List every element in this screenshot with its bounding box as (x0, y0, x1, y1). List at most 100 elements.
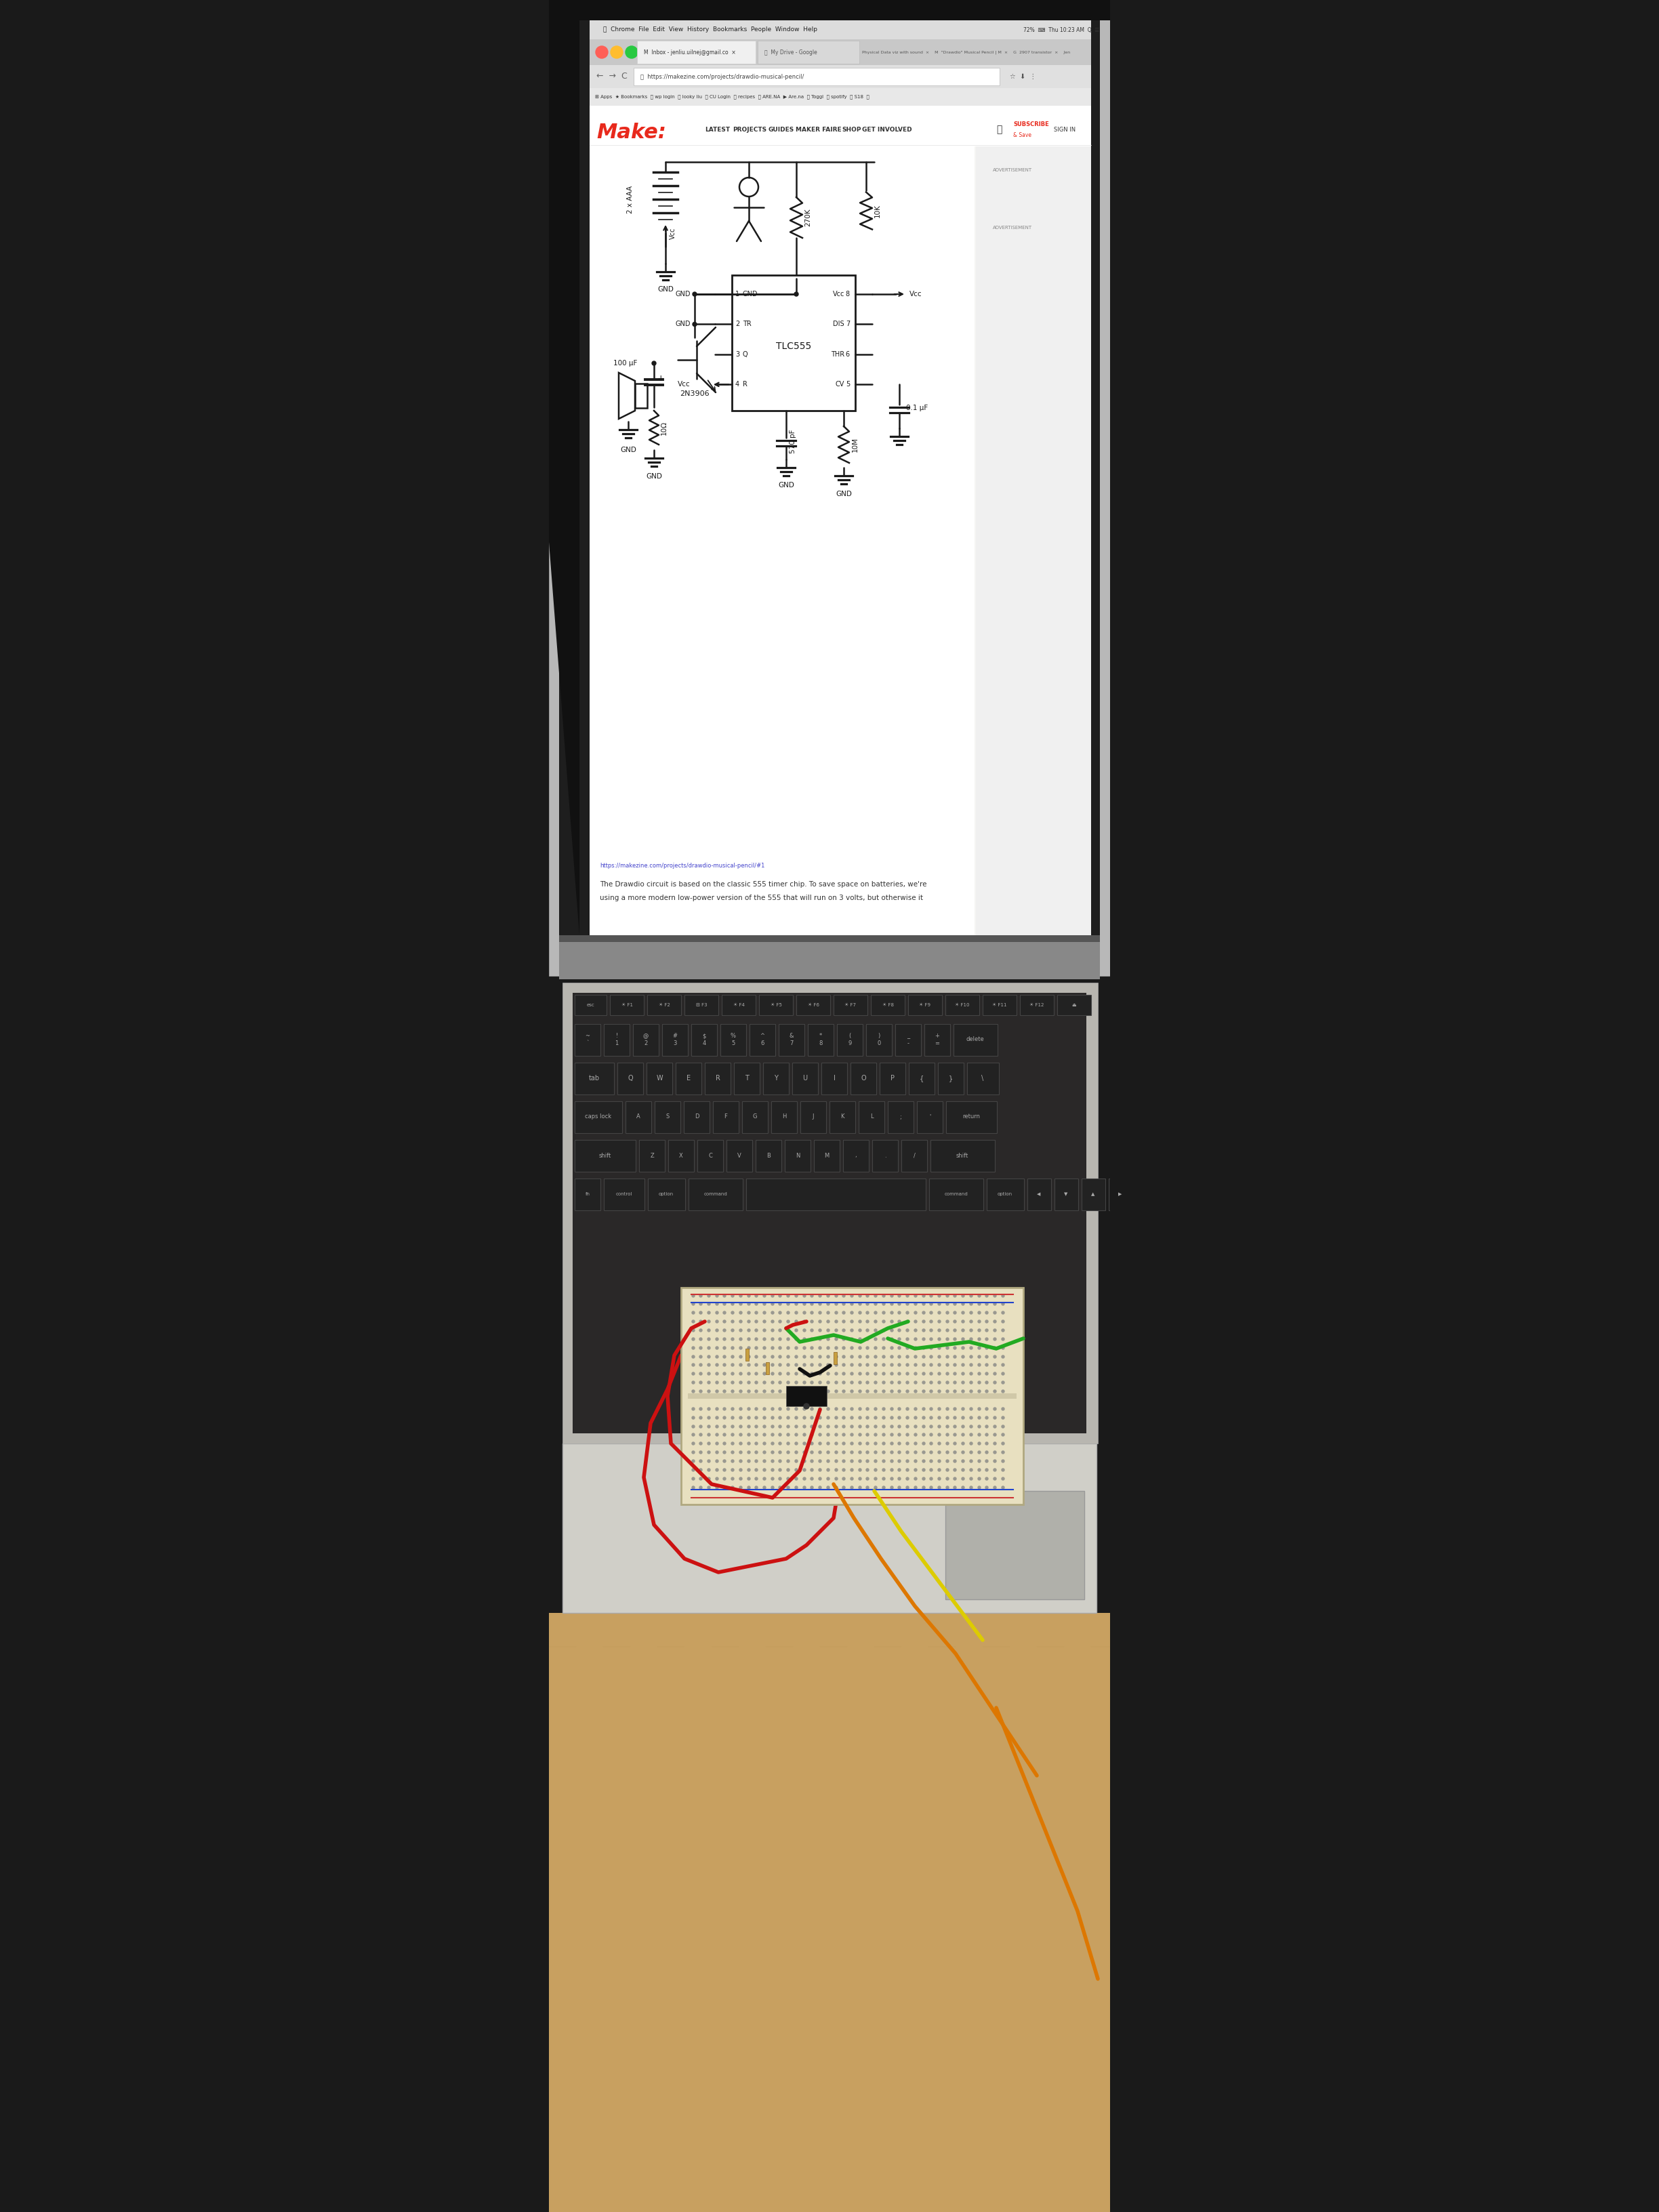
Circle shape (971, 1329, 972, 1332)
Circle shape (922, 1338, 926, 1340)
Circle shape (866, 1460, 869, 1462)
Circle shape (906, 1433, 909, 1436)
Circle shape (811, 1363, 813, 1367)
Text: 10Ω: 10Ω (660, 420, 667, 436)
Circle shape (715, 1451, 718, 1453)
Bar (549, 1613, 1110, 2212)
Circle shape (843, 1407, 844, 1411)
Circle shape (891, 1478, 893, 1480)
Circle shape (818, 1389, 821, 1394)
Circle shape (937, 1294, 941, 1296)
Circle shape (834, 1451, 838, 1453)
Bar (682, 1287, 1024, 1504)
Circle shape (834, 1363, 838, 1367)
Circle shape (748, 1347, 750, 1349)
Circle shape (914, 1442, 917, 1444)
Bar (821, 1062, 848, 1095)
Circle shape (874, 1303, 878, 1305)
Circle shape (811, 1380, 813, 1385)
Circle shape (859, 1371, 861, 1376)
Circle shape (834, 1407, 838, 1411)
Circle shape (715, 1469, 718, 1471)
Circle shape (771, 1363, 775, 1367)
Bar (909, 1062, 934, 1095)
Circle shape (922, 1460, 926, 1462)
Circle shape (866, 1363, 869, 1367)
Bar (611, 995, 644, 1015)
Circle shape (755, 1371, 758, 1376)
Circle shape (985, 1478, 989, 1480)
Circle shape (692, 1433, 695, 1436)
Circle shape (891, 1460, 893, 1462)
Circle shape (826, 1469, 830, 1471)
Text: command: command (703, 1192, 727, 1197)
Text: GND: GND (836, 491, 851, 498)
Circle shape (946, 1371, 949, 1376)
Circle shape (755, 1486, 758, 1489)
Bar (771, 1102, 796, 1133)
Bar (574, 995, 607, 1015)
Circle shape (692, 1312, 695, 1314)
Circle shape (763, 1425, 766, 1429)
Circle shape (811, 1425, 813, 1429)
Circle shape (826, 1363, 830, 1367)
Circle shape (962, 1338, 964, 1340)
Circle shape (715, 1460, 718, 1462)
Text: U: U (803, 1075, 808, 1082)
Circle shape (977, 1371, 980, 1376)
Circle shape (732, 1469, 733, 1471)
Circle shape (962, 1416, 964, 1420)
Circle shape (971, 1380, 972, 1385)
Circle shape (826, 1389, 830, 1394)
Circle shape (914, 1338, 917, 1340)
Circle shape (971, 1460, 972, 1462)
Circle shape (732, 1294, 733, 1296)
Circle shape (786, 1478, 790, 1480)
Circle shape (859, 1329, 861, 1332)
Circle shape (994, 1329, 995, 1332)
Circle shape (929, 1312, 932, 1314)
Circle shape (795, 1389, 798, 1394)
Circle shape (723, 1338, 727, 1340)
Circle shape (803, 1347, 806, 1349)
Circle shape (891, 1363, 893, 1367)
Circle shape (994, 1433, 995, 1436)
Bar (727, 1139, 752, 1172)
Circle shape (715, 1371, 718, 1376)
Circle shape (891, 1347, 893, 1349)
Circle shape (929, 1469, 932, 1471)
Circle shape (922, 1312, 926, 1314)
Circle shape (818, 1442, 821, 1444)
Circle shape (748, 1380, 750, 1385)
Text: ☀ F5: ☀ F5 (770, 1002, 781, 1006)
Circle shape (883, 1356, 884, 1358)
Text: Vcc: Vcc (909, 290, 922, 296)
Circle shape (818, 1478, 821, 1480)
Bar (901, 1139, 927, 1172)
Circle shape (707, 1442, 710, 1444)
Circle shape (994, 1303, 995, 1305)
Circle shape (715, 1433, 718, 1436)
Circle shape (937, 1338, 941, 1340)
Circle shape (732, 1407, 733, 1411)
Bar (1082, 1179, 1105, 1210)
Circle shape (723, 1312, 727, 1314)
Text: SHOP: SHOP (843, 126, 861, 133)
Circle shape (922, 1303, 926, 1305)
Bar (896, 1024, 921, 1055)
Circle shape (611, 46, 622, 58)
Circle shape (732, 1451, 733, 1453)
Circle shape (922, 1451, 926, 1453)
Circle shape (929, 1380, 932, 1385)
Circle shape (874, 1371, 878, 1376)
Circle shape (906, 1338, 909, 1340)
Circle shape (883, 1294, 884, 1296)
Circle shape (851, 1312, 853, 1314)
Text: shift: shift (956, 1152, 969, 1159)
Bar (836, 1024, 863, 1055)
Circle shape (962, 1442, 964, 1444)
Text: GUIDES: GUIDES (768, 126, 793, 133)
Circle shape (874, 1425, 878, 1429)
Circle shape (946, 1478, 949, 1480)
Circle shape (755, 1380, 758, 1385)
